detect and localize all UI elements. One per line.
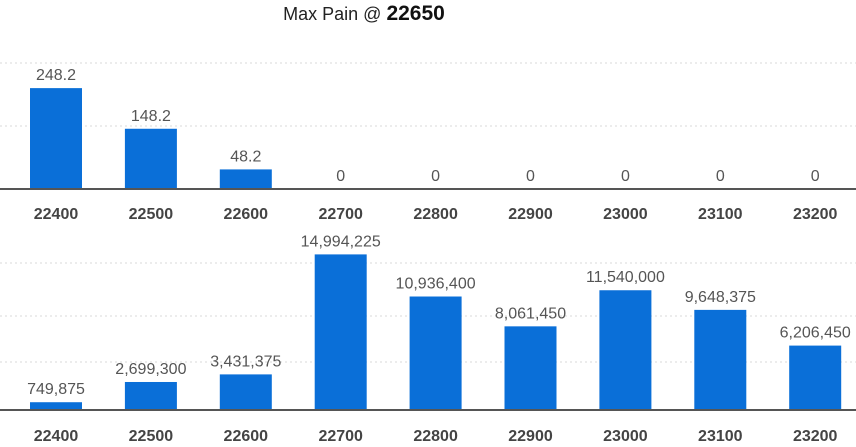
bottom-chart-x-tick-label-22500: 22500 xyxy=(129,428,174,445)
bottom-chart-x-tick-label-22800: 22800 xyxy=(413,428,458,445)
bottom-chart-value-label-22900: 8,061,450 xyxy=(495,305,566,322)
bottom-chart-bar-23100 xyxy=(694,309,747,410)
chart-title: Max Pain @ 22650 xyxy=(0,2,728,26)
bottom-chart-bar-22700 xyxy=(314,254,367,410)
top-chart-value-label-22900: 0 xyxy=(526,168,535,185)
top-chart-value-label-22400: 248.2 xyxy=(36,67,76,84)
bottom-chart-bar-22400 xyxy=(30,402,82,410)
top-chart-x-tick-label-23100: 23100 xyxy=(698,206,743,223)
chart-title-prefix: Max Pain @ xyxy=(283,4,387,24)
bottom-chart-x-tick-label-22700: 22700 xyxy=(318,428,363,445)
bottom-chart-x-tick-label-23000: 23000 xyxy=(603,428,648,445)
bottom-chart-bar-23200 xyxy=(789,345,842,410)
bottom-chart-value-label-23100: 9,648,375 xyxy=(685,289,756,306)
bottom-chart-x-tick-label-22600: 22600 xyxy=(224,428,269,445)
bottom-chart-value-label-22400: 749,875 xyxy=(27,381,85,398)
top-chart-value-label-22600: 48.2 xyxy=(230,148,261,165)
bottom-chart-x-tick-label-22400: 22400 xyxy=(34,428,79,445)
bottom-chart-bar-22500 xyxy=(124,381,177,410)
top-chart-value-label-23200: 0 xyxy=(811,168,820,185)
bottom-chart-value-label-22800: 10,936,400 xyxy=(396,276,476,293)
max-pain-value: 22650 xyxy=(386,2,445,25)
top-chart-x-tick-label-22600: 22600 xyxy=(224,206,269,223)
top-chart-bar-22600 xyxy=(219,169,272,189)
top-chart-x-tick-label-22800: 22800 xyxy=(413,206,458,223)
top-chart-x-tick-label-22700: 22700 xyxy=(318,206,363,223)
top-chart-x-tick-label-23200: 23200 xyxy=(793,206,838,223)
top-chart-x-tick-label-22500: 22500 xyxy=(129,206,174,223)
top-chart-bar-22500 xyxy=(124,128,177,189)
bottom-chart-value-label-22500: 2,699,300 xyxy=(115,361,186,378)
top-chart-x-tick-label-22900: 22900 xyxy=(508,206,553,223)
bottom-chart-x-tick-label-22900: 22900 xyxy=(508,428,553,445)
bottom-chart-bar-22900 xyxy=(504,326,557,410)
top-chart-value-label-22500: 148.2 xyxy=(131,108,171,125)
top-chart-value-label-23100: 0 xyxy=(716,168,725,185)
top-chart-x-tick-label-23000: 23000 xyxy=(603,206,648,223)
bottom-chart-value-label-23200: 6,206,450 xyxy=(780,325,851,342)
top-chart-value-label-22700: 0 xyxy=(336,168,345,185)
bottom-chart-bar-22600 xyxy=(219,374,272,410)
bottom-chart-bar-22800 xyxy=(409,296,462,410)
top-chart-x-tick-label-22400: 22400 xyxy=(34,206,79,223)
bottom-chart-bar-23000 xyxy=(599,290,652,410)
bottom-chart-value-label-23000: 11,540,000 xyxy=(586,269,665,286)
bottom-chart-value-label-22600: 3,431,375 xyxy=(210,353,281,370)
top-chart-value-label-23000: 0 xyxy=(621,168,630,185)
bottom-chart-x-tick-label-23200: 23200 xyxy=(793,428,838,445)
bottom-chart-value-label-22700: 14,994,225 xyxy=(301,233,381,250)
bottom-chart-x-tick-label-23100: 23100 xyxy=(698,428,743,445)
top-chart-bar-22400 xyxy=(30,88,82,189)
top-chart-value-label-22800: 0 xyxy=(431,168,440,185)
